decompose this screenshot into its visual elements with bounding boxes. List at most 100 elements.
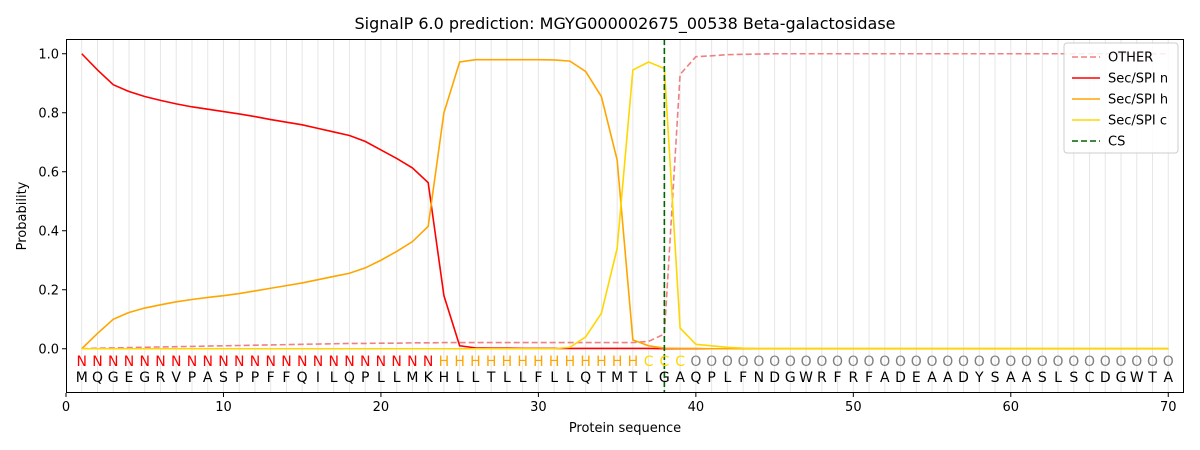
region-label: N: [108, 354, 118, 370]
x-tick-label: 50: [845, 400, 862, 415]
y-tick-label: 0.6: [38, 165, 59, 180]
region-label: N: [139, 354, 149, 370]
region-label: N: [171, 354, 181, 370]
residue-letter: N: [754, 370, 764, 386]
region-label: O: [769, 354, 780, 370]
residue-letter: C: [1085, 370, 1095, 386]
residue-letter: V: [171, 370, 181, 386]
region-label: O: [990, 354, 1001, 370]
residue-letter: A: [1006, 370, 1016, 386]
residue-letter: A: [1022, 370, 1032, 386]
y-tick-label: 0.8: [38, 106, 59, 121]
legend-box: [1063, 42, 1179, 154]
x-tick-label: 30: [530, 400, 547, 415]
region-label: H: [533, 354, 544, 370]
residue-letter: D: [769, 370, 780, 386]
region-label: N: [376, 354, 386, 370]
residue-letter: S: [1038, 370, 1047, 386]
residue-letter: L: [472, 370, 480, 386]
residue-letter: F: [865, 370, 873, 386]
region-label: C: [644, 354, 654, 370]
region-label: C: [675, 354, 685, 370]
region-label: O: [1005, 354, 1016, 370]
residue-letter: E: [125, 370, 134, 386]
region-label: O: [832, 354, 843, 370]
residue-letter: M: [406, 370, 418, 386]
residue-letter: S: [219, 370, 228, 386]
residue-letter: P: [361, 370, 369, 386]
chart-title: SignalP 6.0 prediction: MGYG000002675_00…: [354, 14, 895, 34]
residue-letter: T: [1147, 370, 1157, 386]
region-label: O: [816, 354, 827, 370]
region-label: H: [628, 354, 639, 370]
region-label: O: [1100, 354, 1111, 370]
region-label: H: [612, 354, 623, 370]
residue-letter: K: [424, 370, 434, 386]
residue-letter: I: [316, 370, 320, 386]
region-label: N: [344, 354, 354, 370]
region-label: O: [1163, 354, 1174, 370]
residue-letter: G: [659, 370, 670, 386]
region-label: N: [313, 354, 323, 370]
region-label: O: [911, 354, 922, 370]
residue-letter: Q: [92, 370, 103, 386]
region-label: N: [218, 354, 228, 370]
region-label: O: [879, 354, 890, 370]
region-label: N: [77, 354, 87, 370]
region-label: O: [895, 354, 906, 370]
residue-letter: L: [330, 370, 338, 386]
legend-label: Sec/SPI n: [1108, 72, 1168, 87]
region-label: O: [1068, 354, 1079, 370]
region-label: N: [92, 354, 102, 370]
region-label: O: [690, 354, 701, 370]
region-label: O: [1147, 354, 1158, 370]
region-label: H: [517, 354, 528, 370]
region-label: H: [580, 354, 591, 370]
residue-letter: Y: [974, 370, 984, 386]
residue-letter: H: [439, 370, 450, 386]
x-tick-label: 60: [1003, 400, 1020, 415]
region-label: H: [596, 354, 607, 370]
region-label: O: [1053, 354, 1064, 370]
x-tick-label: 70: [1160, 400, 1177, 415]
x-tick-label: 40: [688, 400, 705, 415]
legend-label: CS: [1108, 135, 1125, 150]
region-label: H: [454, 354, 465, 370]
residue-letter: W: [1130, 370, 1144, 386]
region-label: H: [439, 354, 450, 370]
residue-letter: L: [456, 370, 464, 386]
region-label: N: [297, 354, 307, 370]
plot-frame: [66, 39, 1184, 393]
residue-letter: Q: [690, 370, 701, 386]
residue-letter: F: [534, 370, 542, 386]
residue-letter: S: [1069, 370, 1078, 386]
region-label: O: [927, 354, 938, 370]
residue-letter: L: [393, 370, 401, 386]
region-label: N: [187, 354, 197, 370]
region-label: N: [202, 354, 212, 370]
residue-letter: T: [628, 370, 638, 386]
region-label: N: [155, 354, 165, 370]
region-label: O: [753, 354, 764, 370]
residue-letter: G: [108, 370, 119, 386]
residue-letter: F: [282, 370, 290, 386]
region-label: O: [1037, 354, 1048, 370]
region-label: O: [1021, 354, 1032, 370]
residue-letter: A: [880, 370, 890, 386]
region-label: O: [942, 354, 953, 370]
residue-letter: S: [991, 370, 1000, 386]
sequence-annotation: NMNQNGNENGNRNVNPNANSNPNPNFNFNQNINLNQNPNL…: [76, 354, 1174, 386]
region-label: O: [864, 354, 875, 370]
region-label: N: [124, 354, 134, 370]
residue-letter: R: [817, 370, 827, 386]
legend: OTHER Sec/SPI n Sec/SPI h Sec/SPI c CS: [1063, 42, 1179, 154]
region-label: O: [738, 354, 749, 370]
region-label: N: [250, 354, 260, 370]
region-label: H: [470, 354, 481, 370]
series-other: [81, 52, 1169, 350]
residue-letter: M: [76, 370, 88, 386]
region-label: N: [407, 354, 417, 370]
region-label: O: [958, 354, 969, 370]
residue-letter: D: [1100, 370, 1111, 386]
